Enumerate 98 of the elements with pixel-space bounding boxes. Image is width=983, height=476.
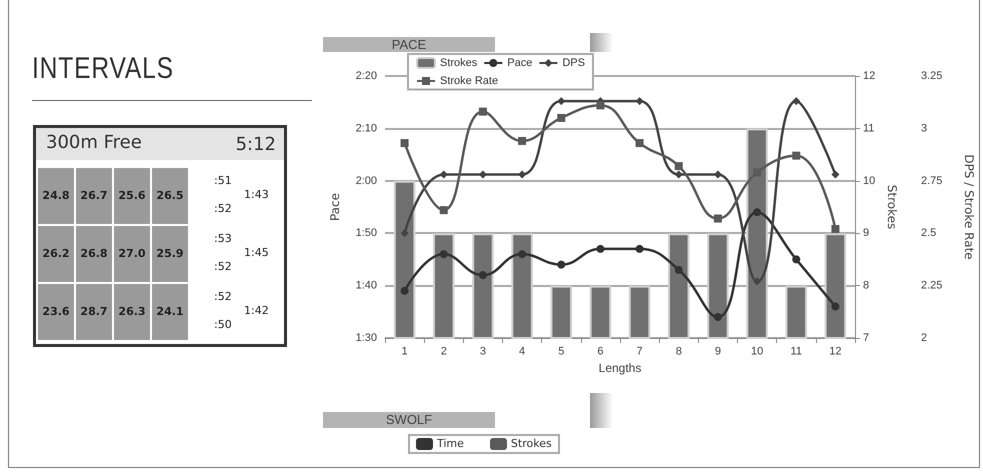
point bbox=[714, 313, 722, 322]
y3-tick-label: 2.75 bbox=[921, 174, 942, 187]
point bbox=[831, 225, 840, 234]
text: Strokes bbox=[510, 437, 552, 450]
y-tick-label: 2:00 bbox=[356, 174, 377, 187]
text: 1:43 bbox=[244, 188, 269, 201]
y-tick-label: 2:10 bbox=[356, 122, 377, 134]
point bbox=[674, 266, 683, 274]
y3-tick-label: 3 bbox=[921, 122, 928, 134]
y2-tick-label: 9 bbox=[863, 227, 870, 240]
text: 5:12 bbox=[236, 134, 276, 155]
point bbox=[753, 208, 762, 216]
text: 1:45 bbox=[244, 246, 269, 259]
legend-label: Strokes bbox=[440, 57, 478, 69]
point bbox=[596, 244, 604, 253]
x-tick-label: 9 bbox=[714, 346, 721, 358]
y3-tick-label: 2.25 bbox=[921, 280, 942, 292]
point bbox=[596, 101, 604, 110]
point bbox=[636, 139, 644, 148]
y-tick-label: 1:50 bbox=[356, 227, 377, 240]
text: 26.7 bbox=[76, 168, 112, 224]
x-tick-label: 6 bbox=[597, 346, 604, 358]
x-tick-label: 2 bbox=[440, 346, 447, 358]
point bbox=[440, 170, 448, 179]
y2-tick-label: 10 bbox=[863, 174, 876, 187]
text: :52 bbox=[214, 290, 232, 303]
point bbox=[753, 277, 762, 286]
y-tick-label: 2:20 bbox=[356, 70, 377, 82]
y2-tick-label: 8 bbox=[863, 280, 870, 292]
point bbox=[518, 136, 526, 145]
point bbox=[518, 170, 526, 179]
point bbox=[557, 260, 566, 269]
y3-tick-label: 2 bbox=[921, 332, 928, 344]
x-tick-label: 11 bbox=[790, 346, 802, 358]
y-tick-label: 1:40 bbox=[356, 280, 377, 292]
point bbox=[792, 97, 800, 106]
text: 26.2 bbox=[38, 226, 74, 282]
text: 25.9 bbox=[152, 226, 188, 282]
point bbox=[518, 250, 526, 258]
x-tick-label: 3 bbox=[480, 346, 486, 358]
text: 27.0 bbox=[114, 226, 150, 282]
point bbox=[714, 214, 722, 223]
text: :51 bbox=[214, 174, 232, 187]
point bbox=[792, 152, 800, 160]
y-tick-label: 1:30 bbox=[356, 332, 377, 344]
text: :53 bbox=[214, 232, 232, 245]
point bbox=[478, 271, 487, 280]
x-tick-label: 4 bbox=[519, 346, 526, 358]
text: :52 bbox=[214, 202, 232, 215]
y3-tick-label: 3.25 bbox=[921, 70, 942, 82]
text: 26.3 bbox=[114, 284, 150, 340]
text: 23.6 bbox=[38, 284, 74, 340]
point bbox=[831, 170, 840, 179]
text: 24.8 bbox=[38, 168, 74, 224]
x-axis-title: Lengths bbox=[598, 361, 642, 375]
point bbox=[400, 139, 409, 148]
point bbox=[792, 255, 800, 264]
y2-tick-label: 7 bbox=[863, 332, 870, 344]
legend-label: DPS bbox=[562, 57, 585, 69]
text: 26.8 bbox=[76, 226, 112, 282]
point bbox=[557, 114, 566, 122]
x-tick-label: 10 bbox=[750, 346, 764, 358]
text: INTERVALS bbox=[32, 52, 174, 86]
text: 300m Free bbox=[46, 132, 142, 153]
x-tick-label: 5 bbox=[558, 346, 564, 358]
text: 1:42 bbox=[244, 304, 269, 317]
y2-tick-label: 11 bbox=[863, 122, 874, 134]
point bbox=[674, 170, 683, 179]
point bbox=[400, 229, 409, 238]
point bbox=[440, 206, 448, 214]
y2-tick-label: 12 bbox=[863, 70, 876, 82]
point bbox=[636, 244, 644, 253]
text: :52 bbox=[214, 260, 232, 273]
x-tick-label: 1 bbox=[402, 346, 408, 358]
x-tick-label: 8 bbox=[676, 346, 682, 358]
point bbox=[636, 97, 644, 106]
point bbox=[478, 108, 487, 116]
point bbox=[831, 302, 840, 311]
point bbox=[674, 162, 683, 170]
y3-axis-title: DPS / Stroke Rate bbox=[962, 154, 976, 260]
text: 26.5 bbox=[152, 168, 188, 224]
text: SWOLF bbox=[323, 412, 495, 428]
point bbox=[557, 97, 566, 106]
y3-tick-label: 2.5 bbox=[921, 227, 936, 240]
chart-title: PACE bbox=[323, 37, 495, 52]
y-axis-title: Pace bbox=[328, 192, 342, 222]
x-tick-label: 12 bbox=[829, 346, 842, 358]
x-tick-label: 7 bbox=[636, 346, 643, 358]
text: 25.6 bbox=[114, 168, 150, 224]
legend-label: Stroke Rate bbox=[440, 75, 498, 87]
point bbox=[400, 286, 409, 295]
text: 28.7 bbox=[76, 284, 112, 340]
text: Time bbox=[437, 437, 464, 450]
y2-axis-title: Strokes bbox=[885, 184, 900, 230]
text: :50 bbox=[214, 318, 232, 331]
point bbox=[440, 250, 448, 258]
text: 24.1 bbox=[152, 284, 188, 340]
legend-label: Pace bbox=[507, 57, 532, 69]
